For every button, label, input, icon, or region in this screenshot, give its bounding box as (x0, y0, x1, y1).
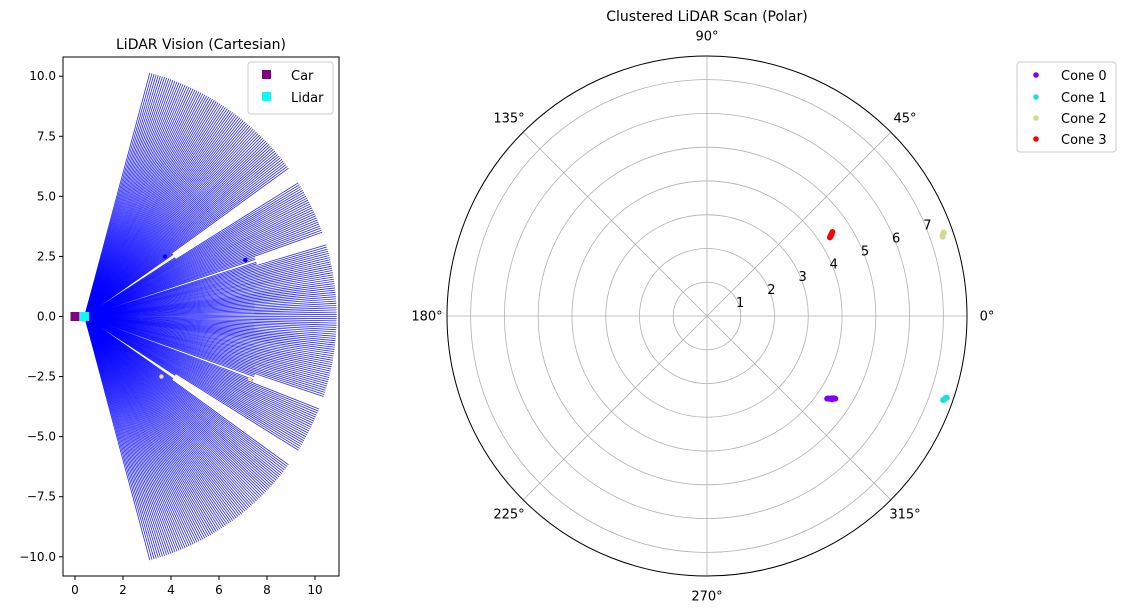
r-tick-label: 6 (892, 231, 900, 246)
y-tick-label: −2.5 (27, 370, 56, 384)
x-tick-label: 10 (307, 583, 322, 597)
x-tick-label: 8 (263, 583, 271, 597)
cartesian-title: LiDAR Vision (Cartesian) (116, 37, 286, 53)
hit-point-1 (243, 257, 248, 263)
cone-2-point (940, 229, 947, 236)
polar-legend: Cone 0 Cone 1 Cone 2 Cone 3 (1016, 61, 1117, 153)
x-tick-label: 2 (119, 583, 127, 597)
cartesian-panel: LiDAR Vision (Cartesian) 0 2 4 6 8 10 −10.0 −7… (19, 37, 340, 597)
cartesian-y-axis: −10.0 −7.5 −5.0 −2.5 0.0 2.5 5.0 7.5 10.0 (19, 69, 63, 564)
cartesian-points (70, 254, 253, 382)
theta-tick-label: 90° (695, 30, 718, 45)
hit-point-0 (162, 254, 168, 259)
r-tick-label: 3 (798, 270, 806, 285)
y-tick-label: 10.0 (29, 69, 56, 83)
angular-gridline-315 (706, 315, 892, 501)
polar-axis-labels: 0° 45° 90° 135° 180° 225° 270° 315° 1 2 3 4 5 6 7 (411, 30, 994, 605)
legend-cone-0-marker (1033, 72, 1039, 78)
lidar-ray-216 (84, 257, 176, 317)
r-tick-label: 7 (923, 219, 931, 234)
polar-frame (446, 55, 968, 577)
theta-tick-label: 135° (493, 112, 524, 127)
legend-lidar-marker (262, 92, 271, 101)
hit-point-2 (159, 374, 164, 379)
r-tick-label: 4 (830, 257, 838, 272)
r-tick-label: 2 (767, 283, 775, 298)
angular-gridline-225 (522, 315, 708, 501)
theta-tick-label: 180° (411, 310, 442, 325)
y-tick-label: −5.0 (27, 430, 56, 444)
angular-gridline-135 (522, 131, 708, 317)
legend-cone-2-label: Cone 2 (1061, 112, 1107, 127)
polar-title: Clustered LiDAR Scan (Polar) (606, 9, 807, 25)
legend-car-marker (262, 70, 271, 79)
legend-cone-1-marker (1033, 94, 1039, 100)
x-tick-label: 4 (167, 583, 175, 597)
theta-tick-label: 315° (889, 507, 920, 522)
r-tick-label: 1 (736, 296, 744, 311)
legend-car-label: Car (291, 69, 314, 84)
y-tick-label: −10.0 (19, 550, 56, 564)
x-tick-label: 0 (71, 583, 79, 597)
y-tick-label: −7.5 (27, 490, 56, 504)
legend-lidar-label: Lidar (291, 91, 324, 106)
r-tick-label: 5 (861, 244, 869, 259)
lidar-ray-109 (84, 316, 254, 380)
polar-legend-box (1016, 61, 1117, 153)
y-tick-label: 5.0 (37, 189, 56, 203)
theta-tick-label: 45° (893, 112, 916, 127)
y-tick-label: 0.0 (37, 310, 56, 324)
cone-1-point (940, 396, 947, 403)
legend-cone-3-label: Cone 3 (1061, 133, 1107, 148)
polar-panel: Clustered LiDAR Scan (Polar) 0°45°90°135… (411, 9, 1117, 605)
polar-grid (446, 55, 968, 577)
cartesian-ray-fan (84, 72, 337, 561)
legend-cone-0-label: Cone 0 (1061, 69, 1107, 84)
polar-points (824, 229, 950, 404)
y-tick-label: 2.5 (37, 249, 56, 263)
theta-tick-label: 225° (493, 507, 524, 522)
cartesian-x-axis: 0 2 4 6 8 10 (71, 576, 323, 597)
car-marker (70, 312, 80, 321)
legend-cone-3-marker (1033, 136, 1039, 142)
lidar-ray-80 (84, 316, 174, 379)
y-tick-label: 7.5 (37, 129, 56, 143)
cone-0-point (829, 396, 836, 403)
x-tick-label: 6 (215, 583, 223, 597)
lidar-ray-185 (84, 261, 257, 317)
cone-3-point (828, 231, 835, 238)
lidar-marker (80, 312, 90, 321)
legend-cone-1-label: Cone 1 (1061, 91, 1107, 106)
lidar-ray-300 (84, 72, 151, 317)
cartesian-legend: Car Lidar (247, 61, 334, 115)
legend-cone-2-marker (1033, 115, 1039, 121)
hit-point-3 (248, 376, 253, 382)
angular-gridline-45 (706, 131, 892, 317)
theta-tick-label: 0° (980, 310, 995, 325)
theta-tick-label: 270° (691, 590, 722, 605)
